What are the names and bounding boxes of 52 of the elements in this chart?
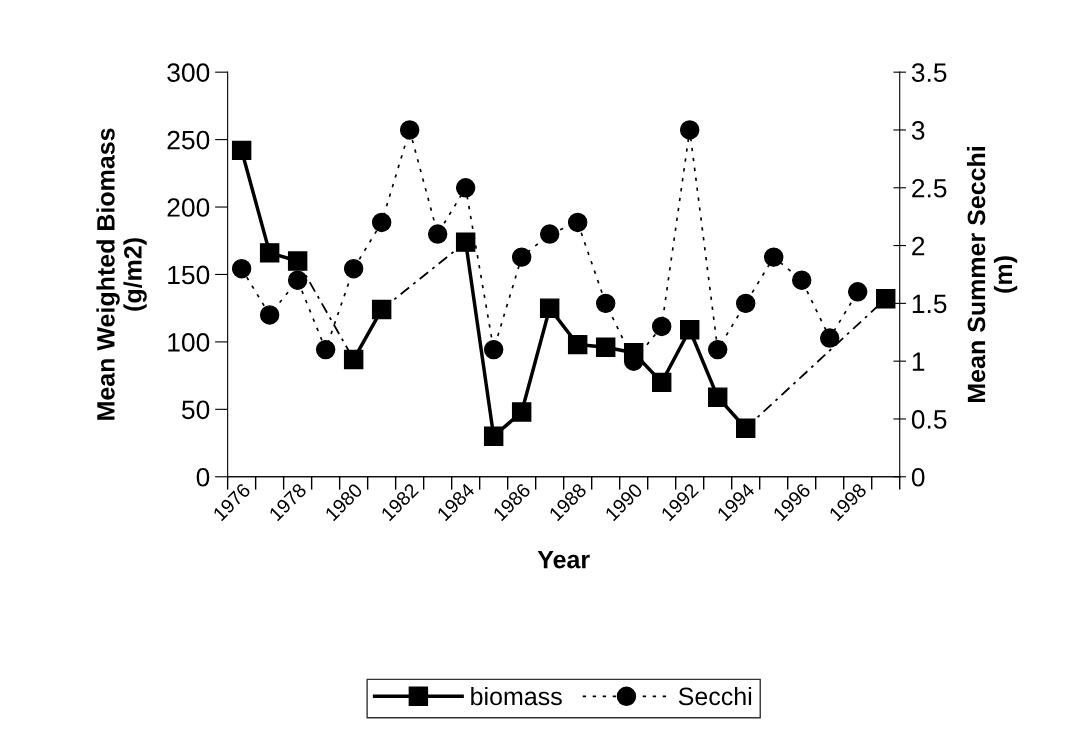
- point: [427, 224, 448, 244]
- point: [847, 282, 868, 302]
- point: [539, 224, 560, 244]
- point: [231, 258, 252, 279]
- point: [259, 305, 280, 325]
- point: [875, 289, 896, 309]
- point: [539, 298, 560, 318]
- legend-label: biomass: [471, 686, 562, 706]
- y2-tick-label: 0: [911, 467, 925, 487]
- y2-tick-label: 1: [912, 352, 925, 371]
- point: [791, 270, 812, 290]
- point: [707, 387, 728, 407]
- y2-tick-label: 0.5: [911, 410, 947, 429]
- point: [371, 212, 392, 233]
- y-tick-label: 300: [167, 63, 210, 82]
- y2-tick-label: 3: [911, 121, 925, 140]
- point: [511, 402, 532, 422]
- point: [819, 328, 840, 348]
- point: [623, 342, 644, 363]
- y2-tick-label: 3.5: [911, 63, 947, 82]
- y-axis-title: Mean Weighted Biomass (g/m2): [96, 128, 147, 420]
- point: [651, 372, 672, 393]
- point: [483, 426, 504, 447]
- y2-tick-label: 2: [912, 236, 925, 256]
- point: [707, 339, 728, 360]
- y-tick-label: 0: [196, 467, 210, 487]
- point: [455, 178, 476, 198]
- y-tick-label: 50: [181, 400, 210, 420]
- point: [567, 334, 588, 355]
- point: [231, 140, 252, 161]
- point: [651, 316, 672, 337]
- y-tick-label: 200: [167, 198, 210, 217]
- point: [259, 243, 280, 263]
- point: [735, 418, 756, 438]
- point: [595, 337, 616, 358]
- x-axis-title: Year: [537, 550, 590, 569]
- point: [399, 120, 420, 140]
- y-tick-label: 100: [168, 333, 210, 352]
- point: [567, 212, 588, 233]
- legend-label: Secchi: [678, 686, 752, 706]
- point: [595, 293, 616, 314]
- point: [679, 320, 700, 340]
- y2-tick-label: 2.5: [912, 178, 947, 198]
- point: [735, 293, 756, 314]
- y2-tick-label: 1.5: [912, 294, 947, 314]
- point: [763, 247, 784, 267]
- y2-axis-title: Mean Summer Secchi (m): [966, 147, 1018, 403]
- y-tick-label: 150: [168, 265, 210, 285]
- y-tick-label: 250: [167, 130, 210, 150]
- point: [511, 247, 532, 267]
- point: [483, 339, 504, 360]
- point: [679, 120, 700, 140]
